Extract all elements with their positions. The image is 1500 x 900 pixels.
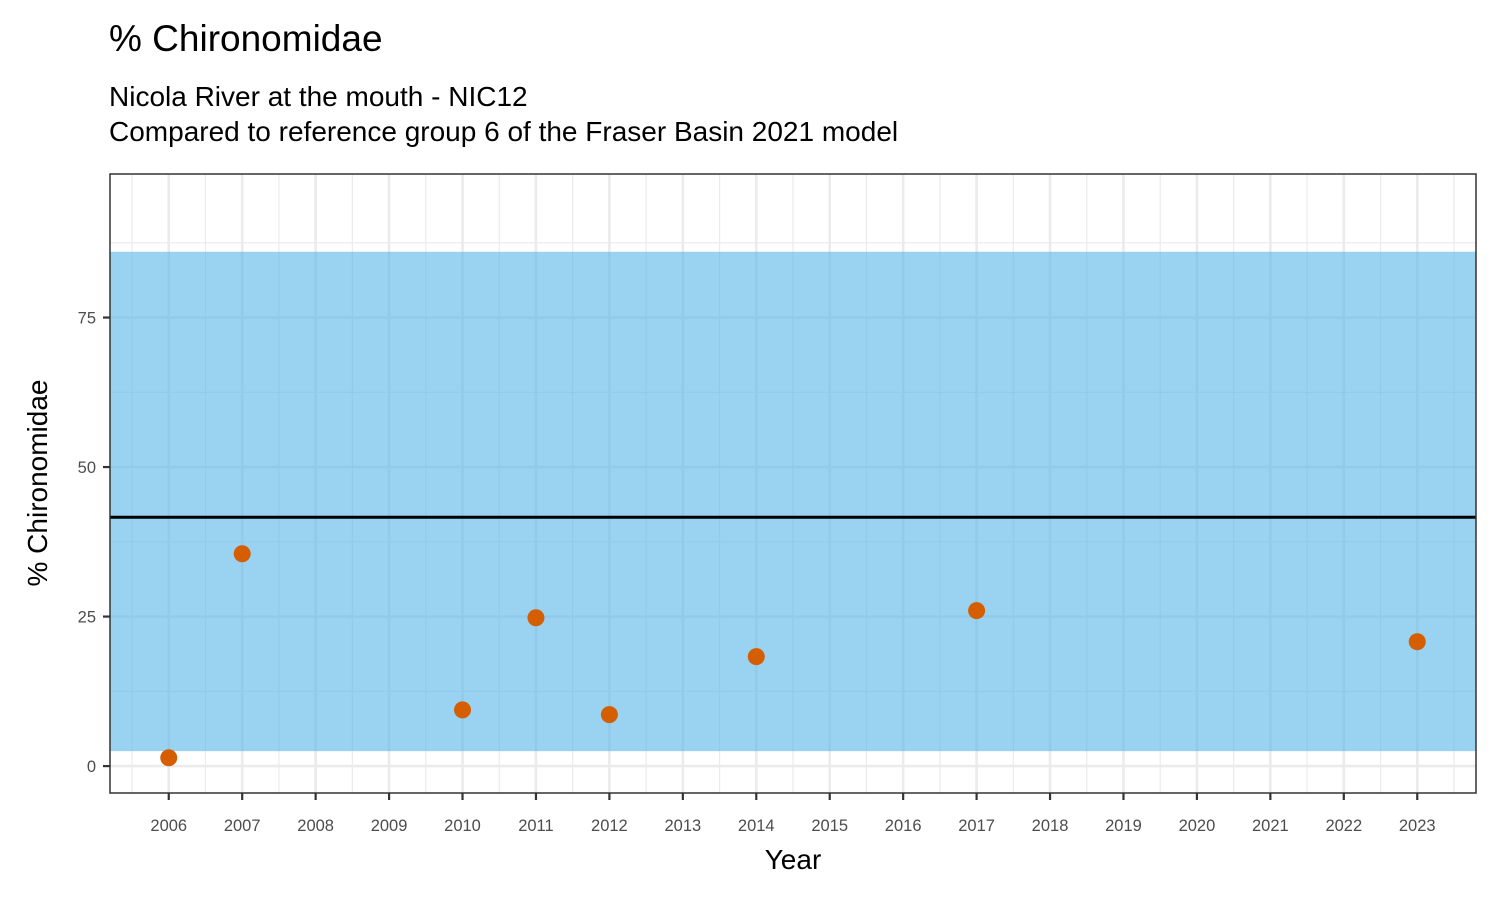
x-tick-label: 2023 [1399,817,1436,835]
data-points [160,545,1426,767]
x-tick-label: 2016 [885,817,922,835]
data-point [527,609,545,627]
x-tick-label: 2013 [664,817,701,835]
data-point [747,648,765,666]
data-point [454,701,472,719]
x-tick-label: 2008 [297,817,334,835]
reference-band-layer [110,251,1476,752]
y-tick-label: 25 [78,609,96,627]
x-tick-label: 2012 [591,817,628,835]
x-tick-label: 2018 [1032,817,1069,835]
x-tick-label: 2007 [224,817,261,835]
data-point [968,602,986,620]
data-point [600,706,618,724]
x-tick-label: 2021 [1252,817,1289,835]
plot-panel-border [109,173,1477,794]
data-point [233,545,251,563]
y-tick-label: 0 [87,758,96,776]
x-tick-label: 2017 [958,817,995,835]
chart-title: % Chironomidae [109,18,383,59]
y-tick-label: 50 [78,459,96,477]
chart-subtitle-line-2: Compared to reference group 6 of the Fra… [109,116,899,147]
axes: 0 25 50 75 2006 2007 2008 2009 2010 2011 2012 2013 2… [78,310,1436,835]
x-tick-label: 2019 [1105,817,1142,835]
x-axis-label: Year [765,844,822,875]
x-tick-label: 2015 [811,817,848,835]
x-tick-label: 2020 [1179,817,1216,835]
x-tick-label: 2010 [444,817,481,835]
chart-subtitle-line-1: Nicola River at the mouth - NIC12 [109,81,528,112]
x-tick-label: 2014 [738,817,775,835]
x-tick-label: 2006 [150,817,187,835]
x-tick-label: 2009 [371,817,408,835]
y-tick-label: 75 [78,310,96,328]
reference-range-band [110,251,1476,752]
data-point [1408,633,1426,651]
x-tick-label: 2011 [518,817,553,835]
y-axis-label: % Chironomidae [22,380,53,587]
x-tick-label: 2022 [1325,817,1362,835]
data-point [160,749,178,767]
